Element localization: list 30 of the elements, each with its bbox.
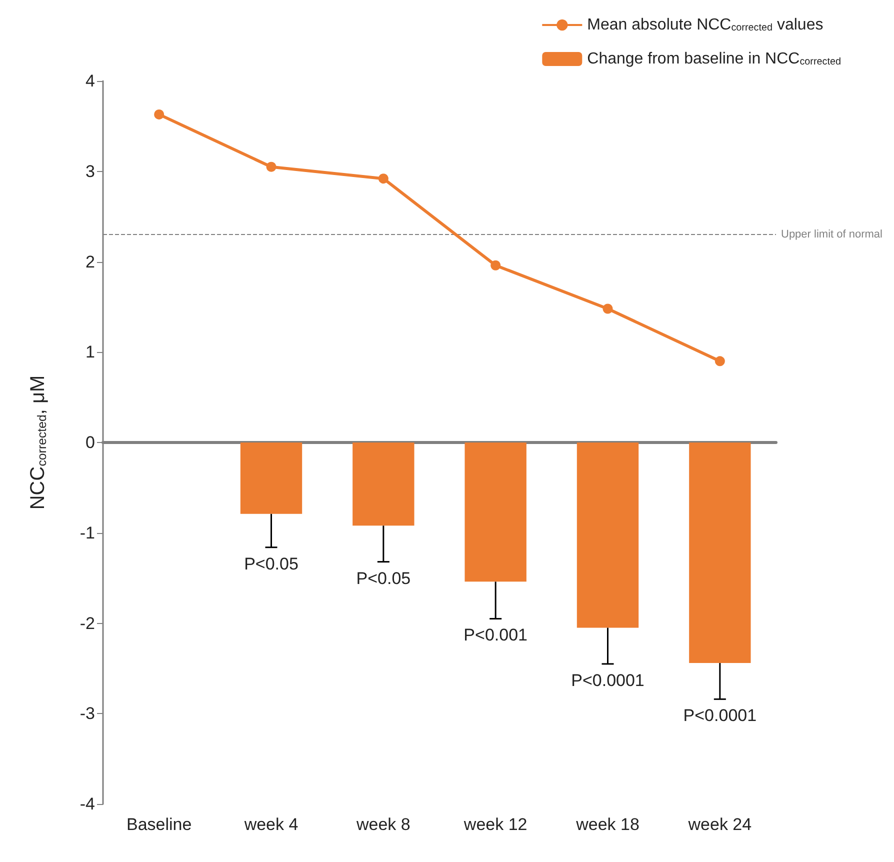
x-tick-label: week 8	[355, 815, 410, 834]
annotation: P<0.05	[244, 554, 298, 574]
point	[714, 356, 725, 366]
point	[378, 174, 388, 184]
x-tick-label: week 24	[687, 815, 752, 834]
annotation: P<0.0001	[571, 670, 644, 690]
y-tick-label: -3	[80, 704, 95, 724]
y-tick-label: -2	[80, 614, 95, 633]
point	[602, 304, 613, 314]
y-tick-label: 3	[86, 162, 95, 181]
annotation: P<0.05	[356, 568, 411, 588]
x-tick-label: week 12	[462, 815, 528, 834]
y-tick-label: 0	[86, 433, 95, 452]
y-tick-label: 1	[86, 342, 95, 362]
y-tick-label: 4	[86, 72, 95, 90]
point	[154, 109, 164, 120]
legend-label: Mean absolute NCCcorrected values	[587, 16, 824, 34]
y-tick-label: -1	[80, 523, 95, 542]
point	[490, 260, 501, 270]
legend-label: Change from baseline in NCCcorrected	[587, 50, 842, 68]
ref-line-label: Upper limit of normal	[781, 228, 882, 241]
x-tick-label: week 4	[243, 815, 298, 834]
y-tick-label: 2	[86, 252, 95, 272]
x-tick-label: week 18	[575, 815, 640, 834]
y-axis-title: NCCcorrected, μM	[27, 375, 49, 510]
annotation: P<0.001	[464, 626, 528, 645]
annotation: P<0.0001	[683, 706, 757, 726]
x-tick-label: Baseline	[126, 815, 192, 834]
point	[266, 162, 276, 172]
y-tick-label: -4	[80, 794, 95, 814]
